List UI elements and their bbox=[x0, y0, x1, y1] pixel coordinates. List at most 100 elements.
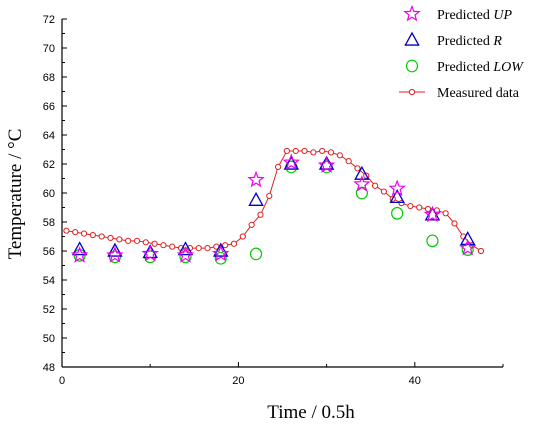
y-tick-label: 64 bbox=[43, 130, 55, 142]
data-point-measured bbox=[274, 163, 282, 170]
series-r bbox=[71, 155, 476, 259]
data-point-low bbox=[461, 243, 474, 256]
data-point-measured bbox=[372, 182, 379, 189]
axes: 48 50 52 54 56 58 60 62 64 66 68 70 72 0 20 40 bbox=[43, 14, 504, 387]
data-point-measured bbox=[283, 147, 291, 155]
y-tick-label: 56 bbox=[43, 246, 55, 258]
data-point-measured bbox=[63, 227, 70, 234]
x-tick-label: 40 bbox=[409, 375, 421, 387]
data-point-measured bbox=[160, 242, 167, 249]
data-point-measured bbox=[133, 237, 141, 244]
y-tick-label: 66 bbox=[43, 101, 55, 113]
y-tick-label: 48 bbox=[43, 362, 55, 374]
data-point-up bbox=[353, 175, 371, 192]
data-point-up bbox=[212, 244, 230, 262]
data-point-low bbox=[144, 250, 157, 264]
data-point-low bbox=[179, 250, 192, 264]
legend-label-italic: R bbox=[492, 34, 502, 49]
data-point-measured bbox=[319, 147, 326, 155]
y-tick-label: 50 bbox=[43, 333, 55, 345]
data-point-r bbox=[389, 189, 405, 204]
data-point-r bbox=[354, 165, 370, 180]
y-tick-label: 72 bbox=[43, 14, 55, 26]
y-tick-label: 58 bbox=[43, 217, 55, 229]
legend-marker-r bbox=[404, 31, 420, 46]
data-point-up bbox=[423, 205, 442, 223]
data-point-measured bbox=[125, 237, 132, 244]
data-point-measured bbox=[204, 245, 211, 252]
data-point-measured bbox=[89, 231, 96, 239]
legend-label-text: Predicted bbox=[437, 60, 493, 75]
data-point-measured bbox=[424, 205, 432, 213]
legend-marker-measured bbox=[408, 88, 416, 96]
data-point-r bbox=[213, 242, 229, 257]
data-point-measured bbox=[266, 192, 273, 199]
data-point-measured bbox=[257, 211, 264, 218]
data-point-measured bbox=[416, 204, 423, 211]
legend-item-measured: Measured data bbox=[399, 86, 520, 101]
data-point-measured bbox=[380, 188, 388, 195]
data-point-up bbox=[458, 238, 477, 256]
series-measured-line bbox=[66, 150, 482, 252]
data-point-r bbox=[459, 231, 476, 246]
y-tick-label: 52 bbox=[43, 304, 55, 316]
data-point-measured bbox=[292, 147, 299, 155]
legend-label-italic: LOW bbox=[492, 60, 524, 75]
data-point-up bbox=[388, 179, 406, 197]
data-point-low bbox=[249, 247, 263, 261]
data-point-measured bbox=[354, 165, 361, 172]
legend-label-up: Predicted UP bbox=[437, 8, 512, 23]
series-layer bbox=[63, 147, 485, 265]
data-point-measured bbox=[477, 247, 485, 255]
legend-label-measured: Measured data bbox=[437, 86, 520, 101]
x-axis-label: Time / 0.5h bbox=[267, 402, 355, 423]
legend-label-text: Predicted bbox=[437, 34, 493, 49]
data-point-measured bbox=[195, 245, 202, 252]
data-point-up bbox=[317, 156, 336, 173]
y-axis-label: Temperature / °C bbox=[5, 129, 26, 260]
data-point-measured bbox=[98, 233, 105, 240]
data-point-up bbox=[247, 170, 265, 188]
series-low bbox=[73, 160, 474, 265]
legend-item-low: Predicted LOW bbox=[405, 59, 524, 75]
legend-label-r: Predicted R bbox=[437, 34, 502, 49]
legend-label-text: Measured data bbox=[437, 86, 520, 101]
x-tick-label: 20 bbox=[232, 375, 244, 387]
y-tick-label: 70 bbox=[43, 43, 55, 55]
legend-item-r: Predicted R bbox=[404, 31, 502, 49]
legend-label-italic: UP bbox=[493, 8, 512, 23]
y-tick-label: 62 bbox=[43, 159, 55, 171]
data-point-measured bbox=[169, 243, 176, 250]
data-point-measured bbox=[151, 240, 158, 247]
legend-marker-up bbox=[403, 4, 421, 22]
data-point-measured bbox=[72, 229, 79, 236]
y-tick-label: 60 bbox=[43, 188, 55, 200]
series-measured bbox=[63, 147, 485, 255]
data-point-measured bbox=[345, 158, 352, 165]
x-tick-label: 0 bbox=[59, 375, 65, 387]
y-tick-label: 68 bbox=[43, 72, 55, 84]
data-point-up bbox=[282, 153, 301, 170]
data-point-up bbox=[106, 246, 124, 263]
data-point-measured bbox=[407, 202, 414, 210]
y-tick-label: 54 bbox=[43, 275, 55, 287]
series-up bbox=[70, 153, 477, 263]
data-point-low bbox=[426, 234, 439, 248]
data-point-up bbox=[70, 246, 89, 263]
data-point-measured bbox=[107, 234, 114, 242]
data-point-r bbox=[177, 241, 194, 256]
data-point-measured bbox=[80, 230, 88, 237]
data-point-measured bbox=[222, 242, 229, 249]
data-point-r bbox=[248, 191, 264, 206]
data-point-r bbox=[424, 206, 441, 221]
data-point-measured bbox=[442, 210, 449, 217]
data-point-up bbox=[176, 246, 195, 263]
data-point-measured bbox=[142, 239, 149, 246]
data-point-r bbox=[71, 241, 88, 256]
legend-label-low: Predicted LOW bbox=[437, 60, 524, 75]
data-point-low bbox=[391, 206, 404, 220]
data-point-measured bbox=[239, 233, 246, 240]
data-point-measured bbox=[451, 220, 458, 227]
